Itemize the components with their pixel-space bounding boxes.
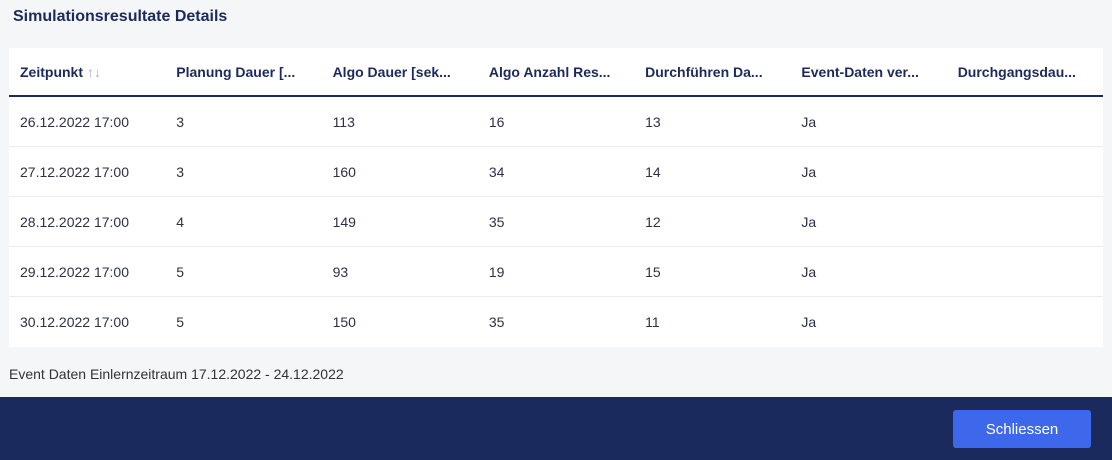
event-data-note: Event Daten Einlernzeitraum 17.12.2022 -… [9, 366, 344, 382]
table-cell: 29.12.2022 17:00 [20, 263, 129, 280]
column-header[interactable]: Algo Anzahl Res... [488, 63, 611, 80]
table-cell: Ja [801, 314, 817, 330]
sort-icon[interactable]: ↑↓ [87, 63, 101, 80]
table-row: 29.12.2022 17:00 5 93 19 15 Ja [9, 247, 1103, 297]
header-label: Zeitpunkt [20, 63, 83, 80]
column-header[interactable]: Event-Daten ver... [801, 63, 919, 80]
table-cell: 3 [176, 113, 185, 130]
results-table: Zeitpunkt ↑↓ Planung Dauer [... Algo Daue… [9, 48, 1103, 347]
table-cell: 28.12.2022 17:00 [20, 213, 129, 230]
close-button[interactable]: Schliessen [953, 410, 1091, 448]
dialog-title: Simulationsresultate Details [13, 8, 228, 25]
table-cell: 5 [176, 314, 185, 330]
table-cell: 30.12.2022 17:00 [20, 314, 129, 330]
table-row: 28.12.2022 17:00 4 149 35 12 Ja [9, 197, 1103, 247]
table-cell: 34 [488, 163, 505, 180]
table-cell: 14 [645, 163, 661, 180]
table-cell: 149 [332, 213, 356, 230]
table-cell: 16 [488, 113, 505, 130]
column-header-zeitpunkt[interactable]: Zeitpunkt ↑↓ [9, 64, 165, 80]
table-cell: Ja [801, 163, 817, 180]
table-cell: 4 [176, 213, 185, 230]
table-cell: 160 [332, 163, 356, 180]
table-cell: 3 [176, 163, 185, 180]
table-cell: 113 [332, 113, 355, 130]
column-header[interactable]: Durchgangsdau... [957, 63, 1076, 80]
table-cell: 35 [488, 314, 505, 330]
table-cell: 15 [645, 263, 661, 280]
column-header[interactable]: Algo Dauer [sek... [332, 63, 451, 80]
table-cell: 27.12.2022 17:00 [20, 163, 129, 180]
table-row: 27.12.2022 17:00 3 160 34 14 Ja [9, 147, 1103, 197]
table-cell: 12 [645, 213, 661, 230]
table-cell: 93 [332, 263, 349, 280]
table-cell: Ja [801, 213, 817, 230]
table-cell: 19 [488, 263, 505, 280]
dialog-footer: Schliessen [0, 397, 1112, 460]
table-cell: 35 [488, 213, 505, 230]
table-header: Zeitpunkt ↑↓ Planung Dauer [... Algo Daue… [9, 48, 1103, 97]
table-cell: 13 [645, 113, 661, 130]
column-header[interactable]: Durchführen Da... [645, 63, 763, 80]
table-cell: Ja [801, 113, 817, 130]
column-header[interactable]: Planung Dauer [... [176, 63, 296, 80]
table-cell: Ja [801, 263, 817, 280]
table-row: 30.12.2022 17:00 5 150 35 11 Ja [9, 297, 1103, 347]
table-cell: 26.12.2022 17:00 [20, 113, 129, 130]
table-cell: 5 [176, 263, 185, 280]
table-cell: 150 [332, 314, 356, 330]
table-cell: 11 [645, 314, 660, 330]
table-row: 26.12.2022 17:00 3 113 16 13 Ja [9, 97, 1103, 147]
